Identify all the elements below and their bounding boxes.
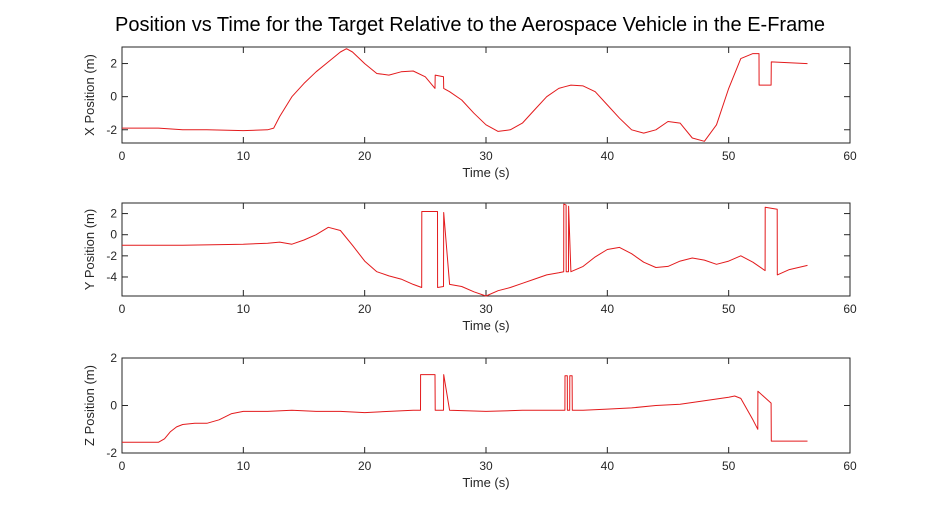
x-tick-label: 10 xyxy=(237,149,251,163)
x-tick-label: 20 xyxy=(358,459,372,473)
x-tick-label: 0 xyxy=(119,459,126,473)
x-tick-label: 60 xyxy=(843,302,857,316)
x-tick-label: 50 xyxy=(722,302,736,316)
subplot-2: 0 10 20 30 40 50 60 -4 -2 0 2 Time (s) Y Position (m… xyxy=(82,202,857,333)
y-tick-label: 0 xyxy=(110,90,117,104)
plot-area xyxy=(121,46,851,144)
y-axis-label: X Position (m) xyxy=(82,54,97,136)
x-axis-label: Time (s) xyxy=(462,475,509,490)
x-tick-label: 10 xyxy=(237,302,251,316)
x-tick-label: 0 xyxy=(119,302,126,316)
series-line xyxy=(122,203,808,297)
plot-area xyxy=(121,357,851,454)
chart-title: Position vs Time for the Target Relative… xyxy=(115,14,825,36)
x-tick-label: 0 xyxy=(119,149,126,163)
y-tick-label: -4 xyxy=(106,270,117,284)
x-tick-label: 40 xyxy=(601,149,615,163)
x-tick-label: 20 xyxy=(358,149,372,163)
plot-area xyxy=(121,202,851,297)
y-tick-label: 2 xyxy=(110,57,117,71)
x-tick-label: 20 xyxy=(358,302,372,316)
x-tick-label: 40 xyxy=(601,459,615,473)
y-axis-label: Y Position (m) xyxy=(82,209,97,290)
x-tick-label: 40 xyxy=(601,302,615,316)
y-tick-label: -2 xyxy=(106,446,117,460)
y-tick-label: 2 xyxy=(110,351,117,365)
x-axis-label: Time (s) xyxy=(462,318,509,333)
series-line xyxy=(122,374,808,443)
x-tick-label: 30 xyxy=(479,302,493,316)
x-tick-label: 60 xyxy=(843,459,857,473)
x-tick-label: 10 xyxy=(237,459,251,473)
y-tick-label: 0 xyxy=(110,228,117,242)
x-tick-label: 50 xyxy=(722,149,736,163)
y-tick-label: -2 xyxy=(106,123,117,137)
x-tick-label: 30 xyxy=(479,459,493,473)
series-line xyxy=(122,48,808,142)
y-tick-label: -2 xyxy=(106,249,117,263)
x-axis-label: Time (s) xyxy=(462,165,509,180)
y-tick-label: 0 xyxy=(110,399,117,413)
x-tick-label: 50 xyxy=(722,459,736,473)
x-tick-label: 60 xyxy=(843,149,857,163)
x-tick-label: 30 xyxy=(479,149,493,163)
y-axis-label: Z Position (m) xyxy=(82,365,97,446)
y-tick-label: 2 xyxy=(110,207,117,221)
